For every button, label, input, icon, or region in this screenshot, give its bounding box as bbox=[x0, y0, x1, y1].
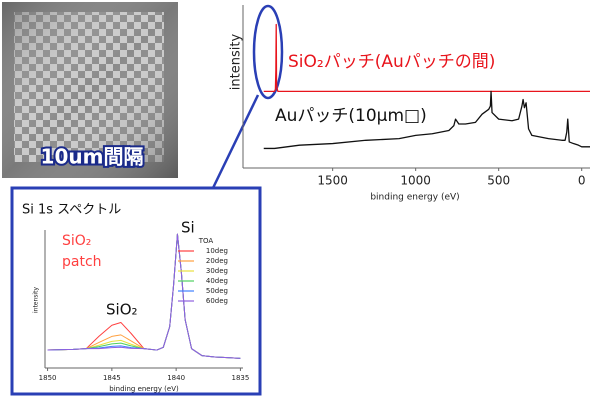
x-tick-label: 1850 bbox=[39, 374, 57, 382]
y-axis-label: intensity bbox=[229, 34, 244, 91]
y-axis-label: intensity bbox=[33, 287, 40, 313]
annotation: SiO₂ bbox=[62, 233, 91, 249]
legend-label: 60deg bbox=[206, 297, 228, 305]
x-tick-label: 1840 bbox=[167, 374, 185, 382]
callout-ellipse bbox=[254, 6, 282, 98]
annotation: Auパッチ(10μm□) bbox=[275, 106, 427, 126]
image-label: 10um間隔 bbox=[41, 145, 144, 169]
annotation: SiO₂パッチ(Auパッチの間) bbox=[288, 52, 495, 72]
annotation: SiO₂ bbox=[106, 301, 138, 319]
page: {"image": {"label": "10um間隔"}, "chart_da… bbox=[0, 0, 593, 396]
legend-label: 50deg bbox=[206, 287, 228, 295]
annotation: Si bbox=[181, 219, 195, 237]
legend-title: TOA bbox=[198, 237, 214, 245]
x-tick-label: 0 bbox=[578, 174, 586, 188]
chart-title: Si 1s スペクトル bbox=[22, 203, 121, 218]
legend-label: 10deg bbox=[206, 247, 228, 255]
x-axis-label: binding energy (eV) bbox=[109, 385, 179, 393]
x-tick-label: 1845 bbox=[103, 374, 121, 382]
micrograph: 10um間隔 bbox=[2, 2, 178, 178]
annotation: patch bbox=[62, 254, 102, 270]
x-tick-label: 1500 bbox=[317, 174, 348, 188]
callout-line bbox=[213, 95, 258, 188]
x-tick-label: 1000 bbox=[400, 174, 431, 188]
legend-label: 20deg bbox=[206, 257, 228, 265]
x-tick-label: 1835 bbox=[232, 374, 250, 382]
legend-label: 40deg bbox=[206, 277, 228, 285]
x-axis-label: binding energy (eV) bbox=[370, 193, 459, 203]
legend-label: 30deg bbox=[206, 267, 228, 275]
figure: 10um間隔 1500 1000 500 0 binding energy (eV) in… bbox=[0, 0, 593, 396]
x-tick-label: 500 bbox=[487, 174, 510, 188]
